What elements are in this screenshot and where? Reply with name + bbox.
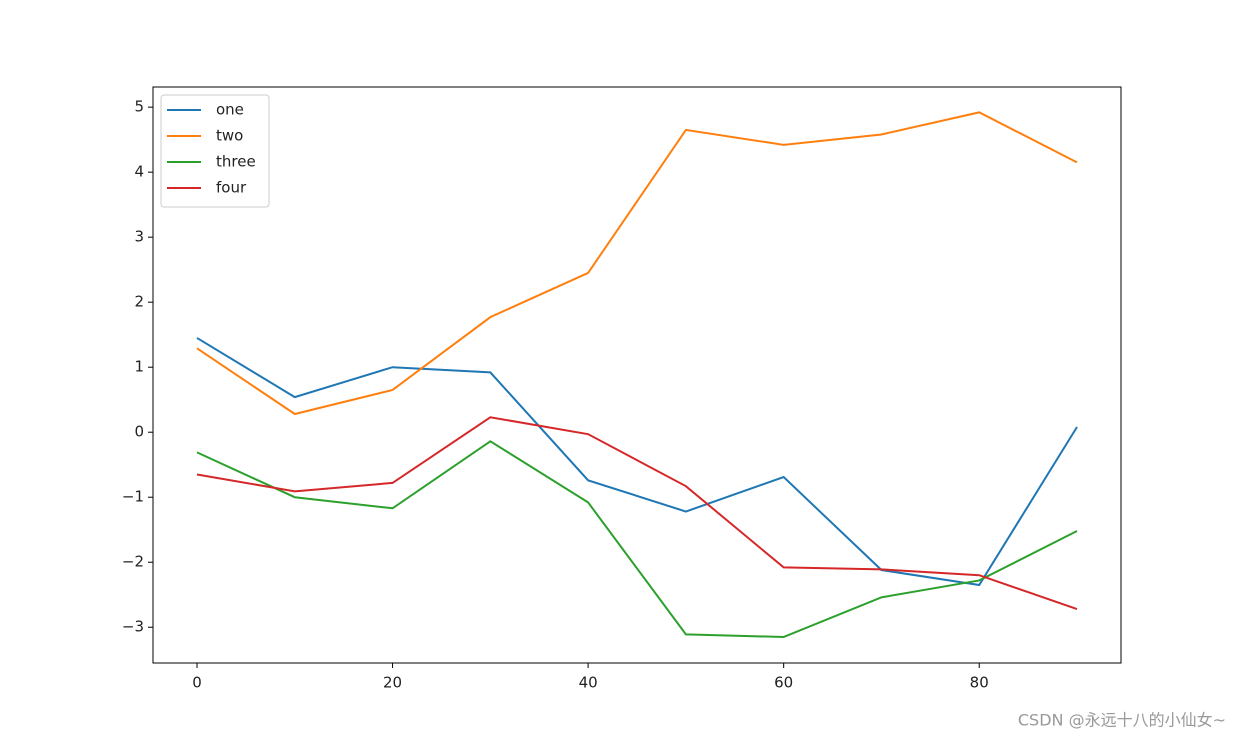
- y-tick-label: −2: [122, 553, 144, 571]
- y-tick-label: 2: [134, 293, 144, 311]
- legend-label: four: [216, 179, 247, 197]
- legend-label: two: [216, 127, 243, 145]
- legend-label: one: [216, 101, 244, 119]
- x-tick-label: 20: [383, 674, 402, 692]
- y-tick-label: −3: [122, 618, 144, 636]
- y-tick-label: 3: [134, 228, 144, 246]
- line: [196, 111, 1078, 416]
- x-tick-label: 40: [579, 674, 598, 692]
- line: [196, 337, 1078, 587]
- x-tick-label: 0: [192, 674, 202, 692]
- y-tick-label: 1: [134, 358, 144, 376]
- line: [196, 416, 1078, 610]
- y-tick-label: 4: [134, 163, 144, 181]
- legend-label: three: [216, 153, 256, 171]
- line: [196, 440, 1078, 639]
- x-tick-label: 80: [970, 674, 989, 692]
- y-tick-label: −1: [122, 488, 144, 506]
- watermark: CSDN @永远十八的小仙女~: [1018, 711, 1226, 730]
- x-tick-label: 60: [774, 674, 793, 692]
- y-tick-label: 5: [134, 98, 144, 116]
- legend-frame: [160, 94, 270, 208]
- y-tick-label: 0: [134, 423, 144, 441]
- plot-frame: [152, 86, 1122, 664]
